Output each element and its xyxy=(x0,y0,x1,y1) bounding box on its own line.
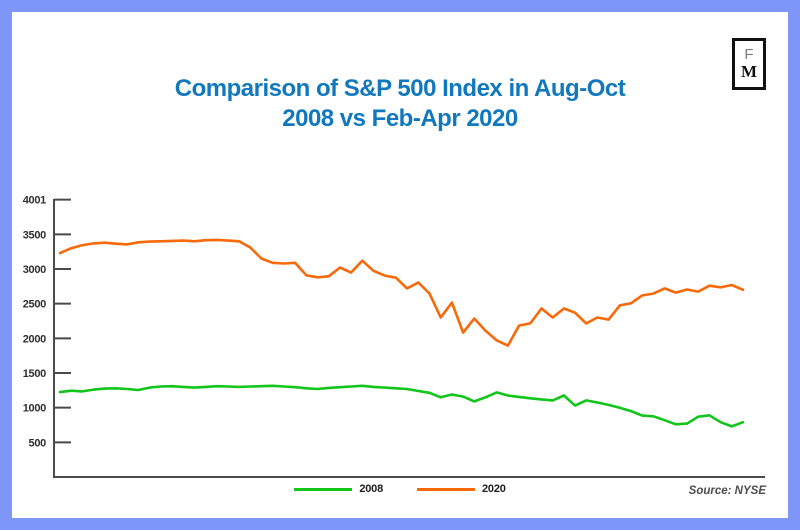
fm-logo-letter-f: F xyxy=(744,46,754,64)
legend-label-2020: 2020 xyxy=(482,483,506,495)
fm-logo-letter-m: M xyxy=(740,61,758,81)
chart-card: F M Comparison of S&P 500 Index in Aug-O… xyxy=(12,12,788,518)
fm-logo: F M xyxy=(732,38,766,90)
legend-swatch-2008 xyxy=(294,487,353,491)
y-axis-tick-label: 2000 xyxy=(23,333,46,345)
y-axis-tick-label: 3500 xyxy=(23,229,46,241)
y-axis-tick-label: 500 xyxy=(29,437,47,449)
legend-swatch-2020 xyxy=(417,487,475,491)
legend-item-2020: 2020 xyxy=(417,483,506,495)
y-axis-tick-label: 3000 xyxy=(23,264,46,276)
chart-title-line1: Comparison of S&P 500 Index in Aug-Oct xyxy=(174,75,626,102)
y-axis-tick-label: 1500 xyxy=(23,368,46,380)
y-axis-tick-label: 4001 xyxy=(23,195,46,207)
series-line-2008 xyxy=(58,384,745,428)
y-axis-tick-label: 1000 xyxy=(23,403,46,415)
axes xyxy=(53,199,765,478)
legend-label-2008: 2008 xyxy=(359,483,383,495)
source-note: Source: NYSE xyxy=(688,485,766,497)
series-line-2020 xyxy=(58,238,745,347)
chart-legend: 2008 2020 xyxy=(12,483,788,495)
y-axis-tick-label: 2500 xyxy=(23,299,46,311)
line-chart: 4001 3500 3000 2500 2000 1500 1000 500 xyxy=(23,195,765,478)
legend-item-2008: 2008 xyxy=(294,483,383,495)
chart-title-line2: 2008 vs Feb-Apr 2020 xyxy=(282,105,518,132)
chart-title: Comparison of S&P 500 Index in Aug-Oct 2… xyxy=(12,74,788,134)
